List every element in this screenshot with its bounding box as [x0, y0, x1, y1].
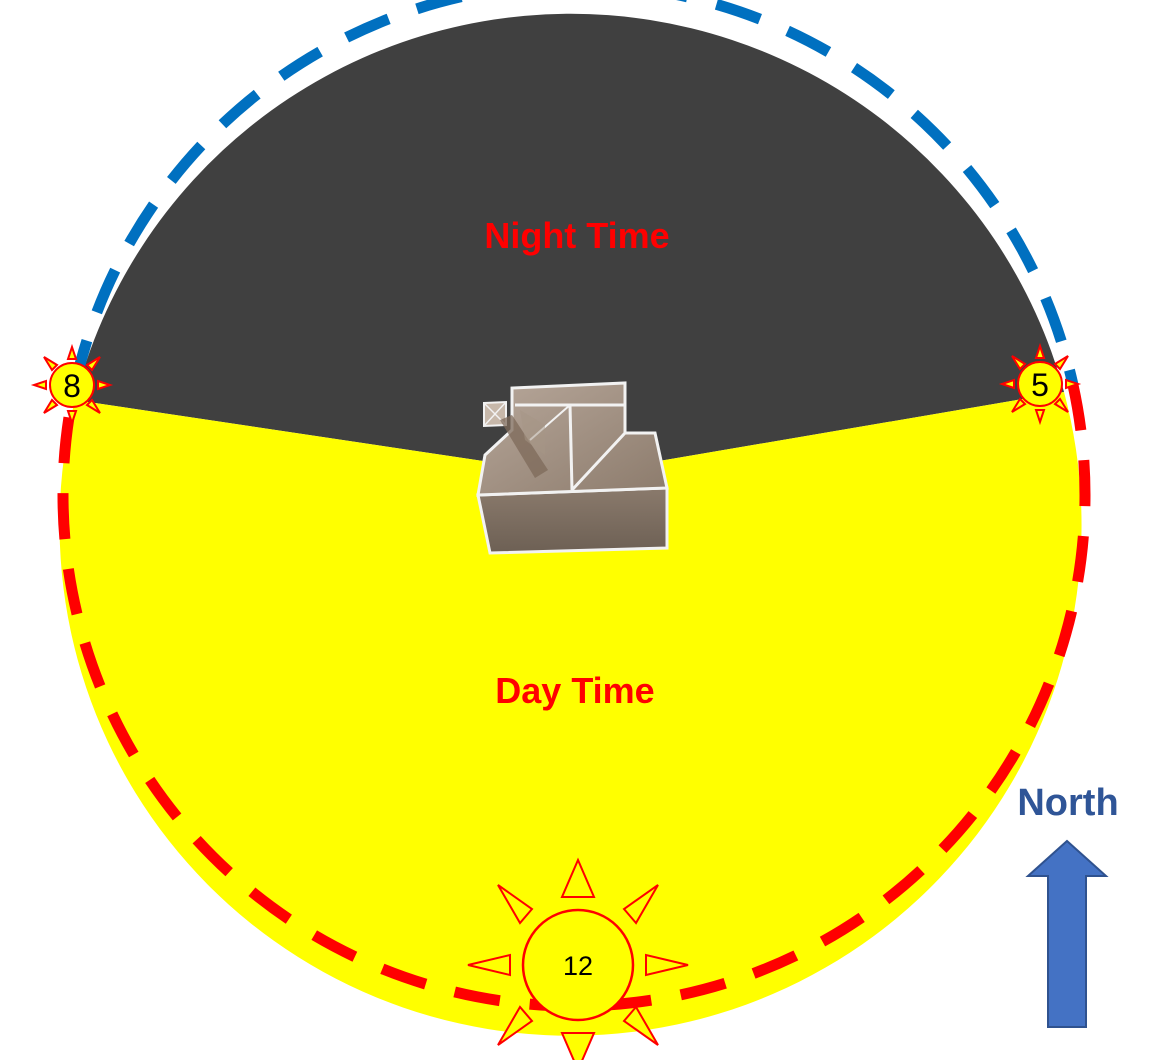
noon-time-label: 12	[563, 951, 593, 981]
house-icon	[476, 381, 669, 555]
night-sun-path	[69, 0, 1079, 387]
day-time-label: Day Time	[495, 670, 654, 711]
sunset-sun-icon	[998, 342, 1082, 426]
sunset-time-label: 5	[1031, 367, 1049, 403]
noon-sun-icon	[467, 857, 689, 1060]
north-label: North	[1017, 782, 1118, 824]
night-region	[75, 13, 1064, 476]
north-arrow-icon	[1025, 839, 1109, 1028]
sunrise-time-label: 8	[63, 368, 81, 404]
night-time-label: Night Time	[484, 215, 669, 256]
sunrise-sun-icon	[30, 343, 114, 427]
day-region	[59, 392, 1082, 1036]
